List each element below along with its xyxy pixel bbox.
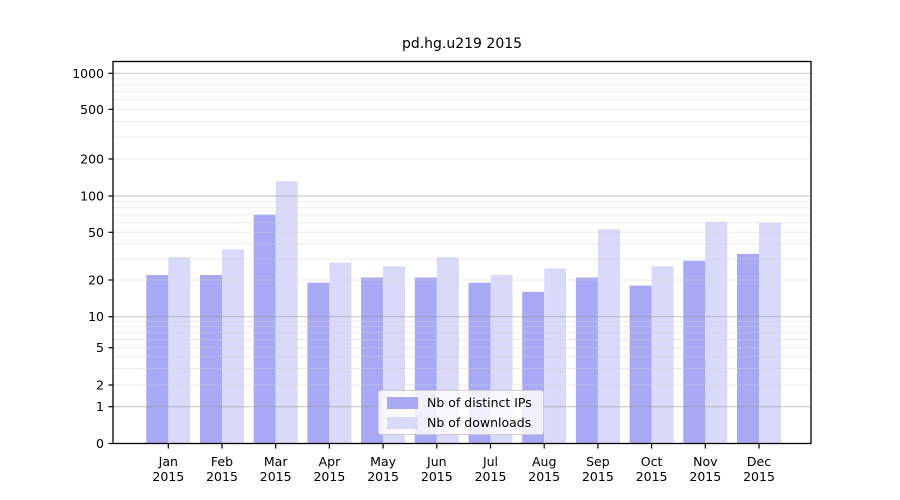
x-tick-label-month: May [370, 454, 396, 469]
y-tick-label: 20 [88, 273, 104, 288]
legend-swatch-downloads [387, 416, 418, 429]
x-tick-label-year: 2015 [528, 469, 560, 484]
x-tick-label-year: 2015 [367, 469, 399, 484]
legend-label-distinct-ips: Nb of distinct IPs [427, 395, 532, 410]
x-tick-label-month: Dec [747, 454, 771, 469]
legend: Nb of distinct IPs Nb of downloads [378, 390, 544, 435]
bar-ips-nov [683, 260, 706, 444]
x-tick-label-month: Mar [264, 454, 288, 469]
y-tick-label: 5 [96, 340, 104, 355]
chart-title: pd.hg.u219 2015 [401, 36, 523, 52]
legend-swatch-distinct-ips [387, 396, 418, 409]
x-tick-label-month: Nov [693, 454, 718, 469]
bar-ips-feb [200, 275, 222, 444]
bar-downloads-apr [329, 262, 352, 444]
legend-label-downloads: Nb of downloads [427, 415, 532, 430]
bar-downloads-oct [651, 266, 674, 444]
x-tick-label-month: Aug [532, 454, 556, 469]
x-tick-label-month: Sep [586, 454, 610, 469]
y-tick-label: 200 [80, 152, 104, 167]
x-tick-label-year: 2015 [743, 469, 775, 484]
x-tick-label-month: Apr [319, 454, 341, 469]
y-tick-label: 2 [96, 378, 104, 393]
bar-downloads-sep [597, 229, 620, 444]
y-tick-label: 10 [88, 309, 104, 324]
x-tick-label-month: Jan [158, 454, 178, 469]
bar-ips-dec [737, 253, 759, 444]
x-tick-label-year: 2015 [582, 469, 614, 484]
x-tick-label-year: 2015 [152, 469, 184, 484]
x-tick-label-year: 2015 [206, 469, 238, 484]
bar-ips-mar [253, 214, 276, 444]
x-tick-label-month: Jul [482, 454, 498, 469]
bar-ips-jan [146, 275, 169, 444]
bar-ips-apr [307, 282, 330, 444]
x-tick-label-year: 2015 [313, 469, 345, 484]
y-tick-label: 0 [96, 436, 104, 451]
bar-downloads-nov [705, 221, 728, 444]
bar-ips-oct [629, 285, 652, 444]
y-tick-label: 500 [80, 102, 104, 117]
x-tick-label-month: Oct [641, 454, 663, 469]
bar-downloads-feb [222, 249, 244, 444]
bar-downloads-dec [759, 222, 781, 444]
bar-ips-sep [575, 277, 598, 444]
legend-item-distinct-ips: Nb of distinct IPs [387, 395, 535, 410]
bar-ips-may [361, 277, 384, 444]
x-tick-label-year: 2015 [636, 469, 668, 484]
y-tick-label: 1 [96, 399, 104, 414]
x-tick-label-year: 2015 [421, 469, 453, 484]
x-tick-label-year: 2015 [475, 469, 507, 484]
x-tick-label-year: 2015 [260, 469, 292, 484]
bar-downloads-jan [168, 257, 191, 444]
plot-frame [112, 60, 812, 445]
x-tick-label-month: Feb [211, 454, 233, 469]
legend-item-downloads: Nb of downloads [387, 415, 535, 430]
y-tick-label: 50 [88, 225, 104, 240]
y-tick-label: 1000 [72, 66, 104, 81]
x-tick-label-month: Jun [426, 454, 447, 469]
bar-downloads-mar [275, 181, 298, 444]
bar-downloads-aug [544, 268, 567, 444]
y-tick-label: 100 [80, 189, 104, 204]
x-tick-label-year: 2015 [689, 469, 721, 484]
